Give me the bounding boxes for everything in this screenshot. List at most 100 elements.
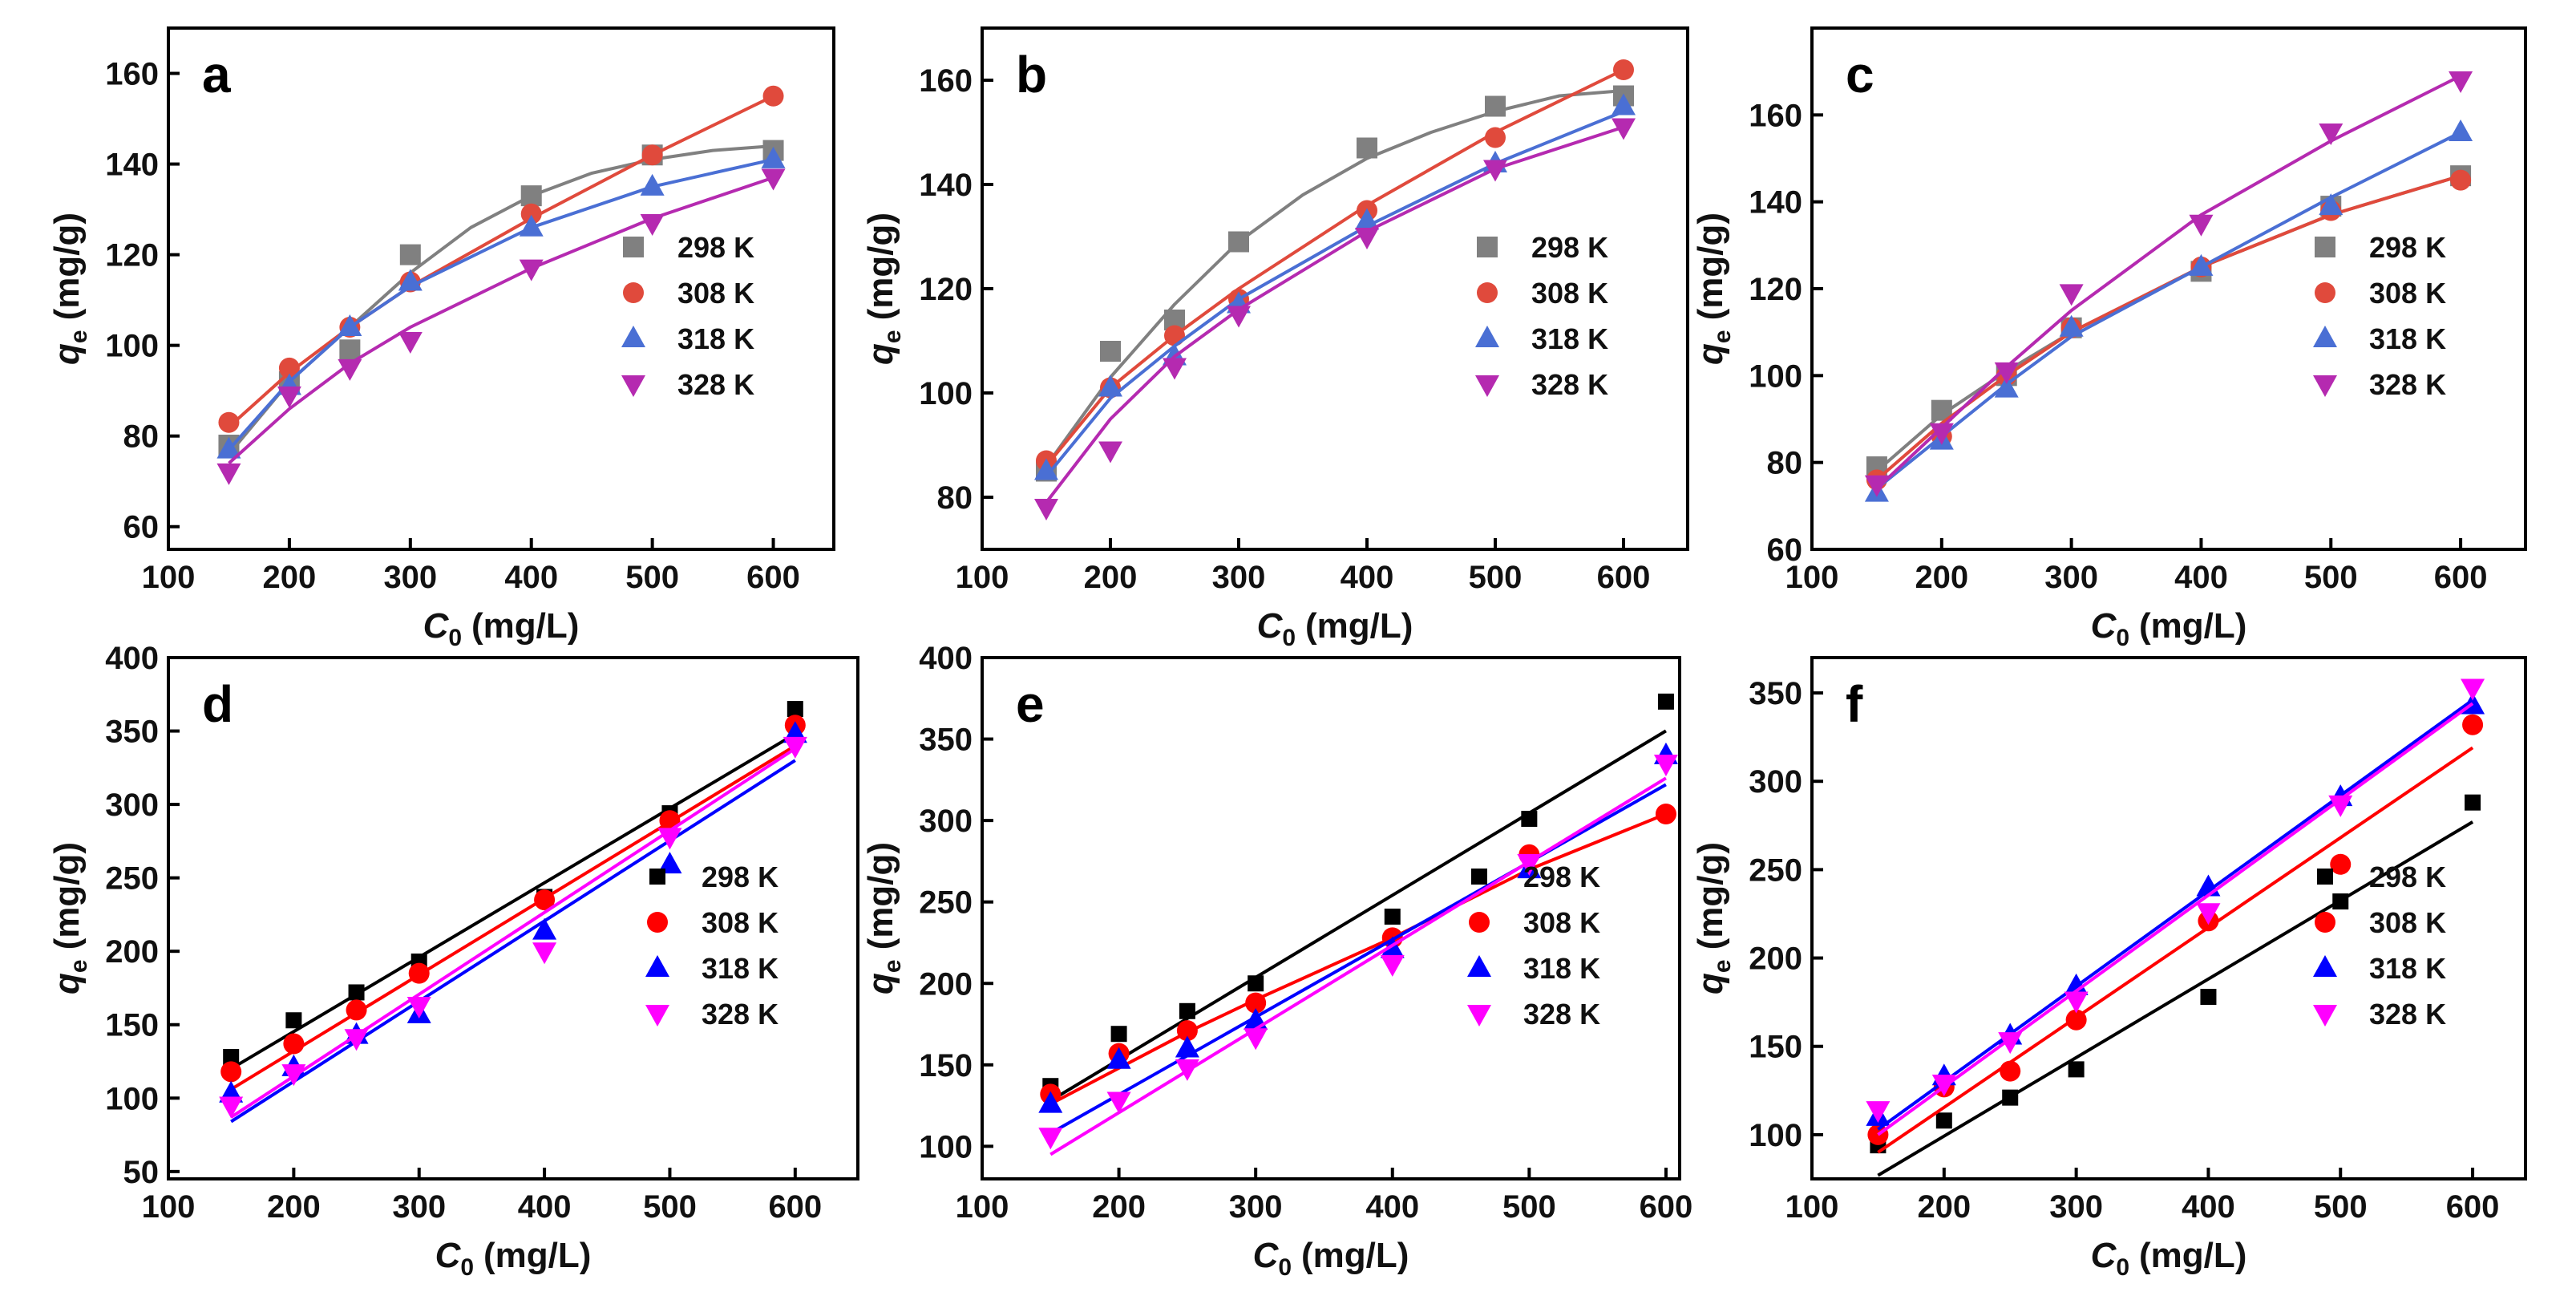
y-axis-subscript: e bbox=[880, 959, 906, 973]
legend-label: 328 K bbox=[2369, 998, 2446, 1031]
data-point bbox=[348, 984, 365, 1001]
data-point bbox=[2462, 714, 2484, 735]
x-axis-subscript: 0 bbox=[2116, 625, 2129, 651]
legend: 298 K 308 K 318 K 328 K bbox=[2313, 231, 2446, 401]
data-point bbox=[2000, 1060, 2021, 1082]
data-point bbox=[1248, 975, 1264, 992]
x-axis-symbol: C bbox=[423, 606, 450, 646]
data-point bbox=[761, 146, 786, 168]
fit-line bbox=[1045, 68, 1624, 468]
y-tick-label: 60 bbox=[123, 510, 160, 545]
legend-label: 318 K bbox=[1531, 322, 1608, 355]
data-point bbox=[519, 214, 544, 237]
legend-label: 298 K bbox=[1531, 231, 1608, 264]
y-tick-label: 80 bbox=[1767, 446, 1803, 481]
y-tick-label: 140 bbox=[1749, 185, 1802, 221]
y-axis-symbol: q bbox=[861, 973, 900, 994]
data-point bbox=[1657, 693, 1674, 710]
y-axis-unit: (mg/g) bbox=[47, 842, 87, 950]
y-tick-label: 80 bbox=[937, 480, 973, 516]
legend-marker bbox=[1475, 375, 1499, 397]
data-point bbox=[399, 244, 421, 265]
data-point bbox=[1038, 1128, 1063, 1150]
data-point bbox=[1357, 137, 1377, 159]
x-tick-label: 200 bbox=[267, 1189, 321, 1225]
y-axis-symbol: q bbox=[47, 343, 87, 365]
data-point bbox=[2064, 973, 2089, 995]
x-axis-unit: (mg/L) bbox=[1305, 606, 1413, 646]
y-tick-label: 350 bbox=[105, 715, 159, 750]
plot-frame bbox=[981, 656, 1681, 1180]
x-tick-label: 100 bbox=[142, 560, 196, 595]
y-axis-symbol: q bbox=[1691, 973, 1730, 994]
legend-label: 328 K bbox=[2369, 368, 2446, 401]
x-axis-subscript: 0 bbox=[1282, 625, 1296, 651]
y-tick-label: 160 bbox=[105, 57, 159, 92]
y-axis-unit: (mg/g) bbox=[861, 213, 900, 320]
data-point bbox=[2002, 1089, 2019, 1106]
x-axis-symbol: C bbox=[2091, 1236, 2117, 1275]
panel-letter: f bbox=[1846, 675, 1863, 733]
data-point bbox=[278, 357, 300, 379]
data-point bbox=[2059, 284, 2084, 306]
y-tick-label: 120 bbox=[919, 272, 973, 307]
y-tick-label: 80 bbox=[123, 419, 160, 455]
series-298k bbox=[1870, 794, 2481, 1177]
x-axis-subscript: 0 bbox=[2116, 1254, 2129, 1281]
legend-marker bbox=[2315, 237, 2335, 257]
series-328k bbox=[219, 736, 807, 1119]
x-axis-symbol: C bbox=[2091, 606, 2117, 646]
data-point bbox=[1163, 358, 1187, 380]
y-axis-subscript: e bbox=[1709, 330, 1736, 343]
legend-label: 328 K bbox=[1523, 998, 1600, 1031]
x-tick-label: 200 bbox=[1915, 560, 1968, 595]
y-tick-label: 140 bbox=[919, 168, 973, 203]
y-tick-label: 140 bbox=[105, 148, 159, 183]
legend-marker bbox=[645, 1005, 669, 1027]
legend-label: 318 K bbox=[1523, 952, 1600, 985]
data-point bbox=[1485, 127, 1506, 148]
data-point bbox=[1864, 475, 1889, 497]
fit-line bbox=[1877, 699, 2474, 1131]
panel-letter: e bbox=[1016, 675, 1045, 733]
y-tick-label: 250 bbox=[105, 861, 159, 897]
x-tick-label: 300 bbox=[2049, 1189, 2103, 1225]
x-tick-label: 100 bbox=[1785, 560, 1839, 595]
data-point bbox=[2450, 169, 2472, 191]
legend-label: 298 K bbox=[677, 231, 754, 264]
data-point bbox=[2189, 253, 2214, 276]
y-axis-title: qe (mg/g) bbox=[47, 213, 92, 365]
x-tick-label: 100 bbox=[956, 1189, 1009, 1225]
x-axis-unit: (mg/L) bbox=[1301, 1236, 1409, 1275]
data-point bbox=[1034, 458, 1058, 480]
y-axis-subscript: e bbox=[880, 330, 906, 343]
x-tick-label: 500 bbox=[1469, 560, 1523, 595]
data-point bbox=[1355, 228, 1379, 249]
x-axis-symbol: C bbox=[435, 1236, 462, 1275]
y-axis-symbol: q bbox=[861, 343, 900, 365]
data-point bbox=[532, 917, 557, 940]
data-point bbox=[1935, 1112, 1952, 1129]
fit-line bbox=[1045, 125, 1624, 504]
y-axis-subscript: e bbox=[1709, 959, 1736, 973]
y-tick-label: 200 bbox=[1749, 942, 1802, 977]
y-axis-symbol: q bbox=[47, 973, 87, 994]
legend-marker bbox=[2313, 1005, 2337, 1027]
legend-label: 308 K bbox=[2369, 277, 2446, 310]
legend-marker bbox=[1477, 282, 1498, 303]
legend-marker bbox=[623, 282, 644, 303]
data-point bbox=[398, 269, 423, 291]
data-point bbox=[640, 214, 665, 237]
data-point bbox=[1179, 1002, 1195, 1019]
data-point bbox=[783, 736, 807, 759]
legend-label: 318 K bbox=[702, 952, 778, 985]
legend: 298 K 308 K 318 K 328 K bbox=[1467, 861, 1600, 1031]
data-point bbox=[787, 701, 803, 718]
fit-line bbox=[228, 176, 774, 465]
y-axis-unit: (mg/g) bbox=[1691, 842, 1730, 950]
data-point bbox=[1034, 499, 1058, 520]
data-point bbox=[1998, 1032, 2023, 1055]
data-point bbox=[1483, 160, 1507, 182]
data-point bbox=[281, 1064, 306, 1087]
y-tick-label: 100 bbox=[1749, 358, 1802, 394]
